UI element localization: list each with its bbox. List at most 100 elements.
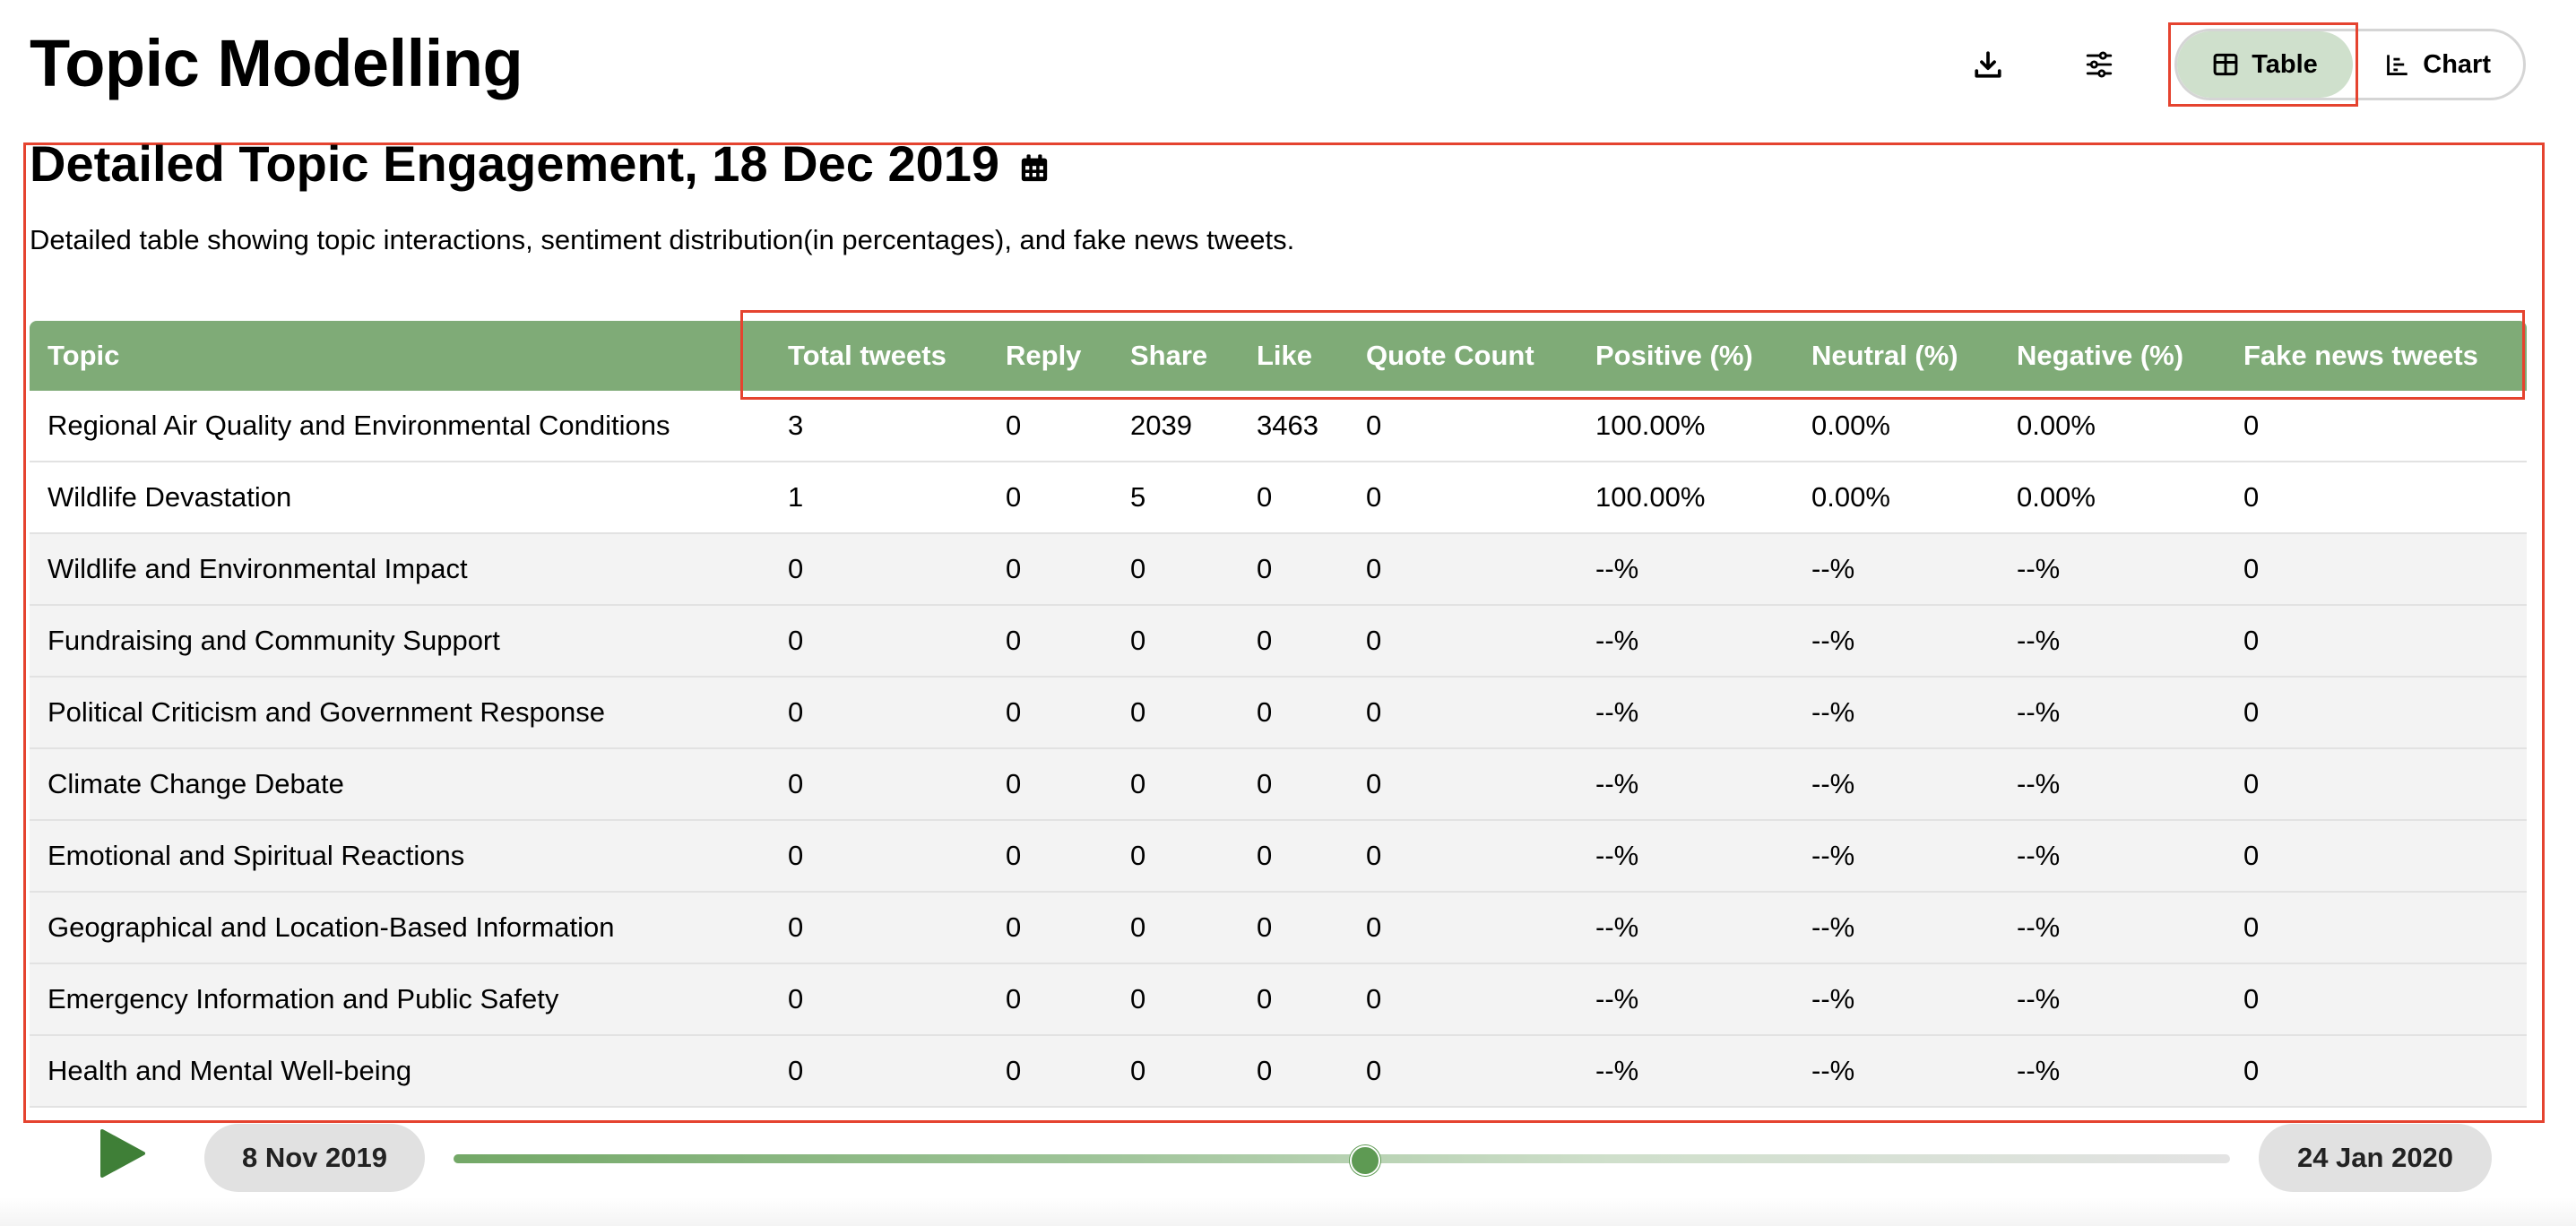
table-cell: 0 (1239, 533, 1348, 606)
timeline-slider-thumb[interactable] (1350, 1145, 1380, 1176)
table-cell: 0 (2226, 1035, 2527, 1108)
table-cell: 0 (770, 820, 988, 893)
table-cell: 0 (1112, 963, 1239, 1036)
column-header[interactable]: Neutral (%) (1811, 340, 1958, 371)
table-cell: 2039 (1112, 391, 1239, 462)
page-title: Topic Modelling (30, 26, 523, 100)
table-cell: 0 (1348, 1035, 1578, 1108)
download-icon (1975, 51, 2001, 78)
column-header[interactable]: Quote Count (1366, 340, 1534, 371)
table-cell: --% (1999, 963, 2226, 1036)
table-cell: --% (1578, 748, 1794, 821)
column-header[interactable]: Negative (%) (2017, 340, 2184, 371)
table-cell: --% (1794, 892, 1999, 964)
table-cell: 1 (770, 462, 988, 534)
table-cell: 0 (1112, 748, 1239, 821)
table-view-button[interactable]: Table (2168, 22, 2358, 107)
table-row: Emotional and Spiritual Reactions 0 0 0 0 0 --… (30, 820, 2527, 893)
column-header[interactable]: Positive (%) (1595, 340, 1753, 371)
timeline-start-date: 8 Nov 2019 (204, 1124, 425, 1192)
table-cell: 100.00% (1578, 391, 1794, 462)
table-cell: 0 (1239, 1035, 1348, 1108)
table-cell: 0 (1112, 820, 1239, 893)
column-header[interactable]: Total tweets (788, 340, 947, 371)
table-row: Regional Air Quality and Environmental C… (30, 391, 2527, 462)
table-cell: --% (1999, 1035, 2226, 1108)
table-cell: 0.00% (1794, 391, 1999, 462)
table-cell: 0 (1348, 963, 1578, 1036)
column-header[interactable]: Like (1257, 340, 1313, 371)
table-cell: 0 (988, 605, 1112, 678)
table-cell: 0 (988, 462, 1112, 534)
topic-cell: Wildlife Devastation (30, 462, 770, 534)
table-cell: 0 (1348, 677, 1578, 749)
table-cell: 0 (1348, 748, 1578, 821)
table-row: Geographical and Location-Based Informat… (30, 892, 2527, 964)
table-cell: --% (1578, 677, 1794, 749)
settings-button[interactable] (2063, 29, 2135, 100)
table-cell: 0 (770, 963, 988, 1036)
table-icon (2213, 53, 2238, 76)
table-body: Regional Air Quality and Environmental C… (30, 391, 2527, 1108)
chart-view-button[interactable]: Chart (2353, 31, 2523, 98)
table-cell: --% (1999, 533, 2226, 606)
table-cell: --% (1999, 605, 2226, 678)
column-header[interactable]: Fake news tweets (2243, 340, 2478, 371)
table-cell: 0.00% (1794, 462, 1999, 534)
timeline-track[interactable] (454, 1154, 2230, 1163)
topic-engagement-table: Topic Total tweets Reply Share Like Quote Cou… (30, 321, 2527, 1108)
table-cell: --% (1794, 963, 1999, 1036)
table-row: Wildlife Devastation 1 0 5 0 0 100.00% 0.00% 0.0… (30, 462, 2527, 534)
table-cell: 0 (1239, 462, 1348, 534)
column-header[interactable]: Reply (1006, 340, 1082, 371)
table-cell: --% (1794, 1035, 1999, 1108)
table-cell: 0 (1348, 391, 1578, 462)
table-cell: 0 (988, 1035, 1112, 1108)
table-cell: --% (1794, 677, 1999, 749)
table-row: Climate Change Debate 0 0 0 0 0 --% --% --% 0 (30, 748, 2527, 821)
section-title-text: Detailed Topic Engagement, 18 Dec 2019 (30, 135, 1000, 192)
table-row: Political Criticism and Government Respo… (30, 677, 2527, 749)
table-cell: 0 (988, 820, 1112, 893)
table-cell: 0 (770, 748, 988, 821)
table-cell: 0 (1239, 748, 1348, 821)
table-row: Wildlife and Environmental Impact 0 0 0 0 0 --… (30, 533, 2527, 606)
table-cell: 0 (2226, 820, 2527, 893)
table-cell: --% (1794, 820, 1999, 893)
table-cell: --% (1578, 1035, 1794, 1108)
play-icon[interactable] (99, 1129, 145, 1178)
table-cell: 0 (988, 391, 1112, 462)
sliders-icon (2086, 51, 2113, 78)
column-header[interactable]: Topic (48, 340, 120, 371)
topic-table-container: Topic Total tweets Reply Share Like Quote Cou… (30, 321, 2527, 1108)
table-cell: --% (1578, 605, 1794, 678)
section-title: Detailed Topic Engagement, 18 Dec 2019 (30, 134, 1050, 193)
table-row: Health and Mental Well-being 0 0 0 0 0 --% --% -… (30, 1035, 2527, 1108)
table-cell: 0 (2226, 677, 2527, 749)
download-button[interactable] (1952, 29, 2024, 100)
table-cell: 0 (2226, 391, 2527, 462)
table-cell: 0 (1348, 892, 1578, 964)
table-cell: 0 (1239, 677, 1348, 749)
table-cell: 0 (988, 748, 1112, 821)
bar-chart-icon (2387, 55, 2407, 76)
table-cell: 0 (1112, 605, 1239, 678)
table-cell: 5 (1112, 462, 1239, 534)
timeline: 8 Nov 2019 24 Jan 2020 (0, 1120, 2576, 1192)
toolbar: Table Chart (1952, 22, 2526, 107)
table-row: Fundraising and Community Support 0 0 0 0 0 --… (30, 605, 2527, 678)
calendar-icon[interactable] (1019, 152, 1050, 185)
table-cell: --% (1794, 748, 1999, 821)
table-cell: 0 (1348, 820, 1578, 893)
table-cell: --% (1578, 963, 1794, 1036)
table-cell: 3 (770, 391, 988, 462)
table-cell: 0.00% (1999, 462, 2226, 534)
section-description: Detailed table showing topic interaction… (30, 224, 1295, 255)
table-cell: 0 (2226, 605, 2527, 678)
table-cell: 0 (2226, 462, 2527, 534)
column-header[interactable]: Share (1130, 340, 1208, 371)
table-cell: 0 (2226, 963, 2527, 1036)
table-cell: 0 (1239, 605, 1348, 678)
table-cell: --% (1794, 605, 1999, 678)
table-cell: --% (1578, 533, 1794, 606)
